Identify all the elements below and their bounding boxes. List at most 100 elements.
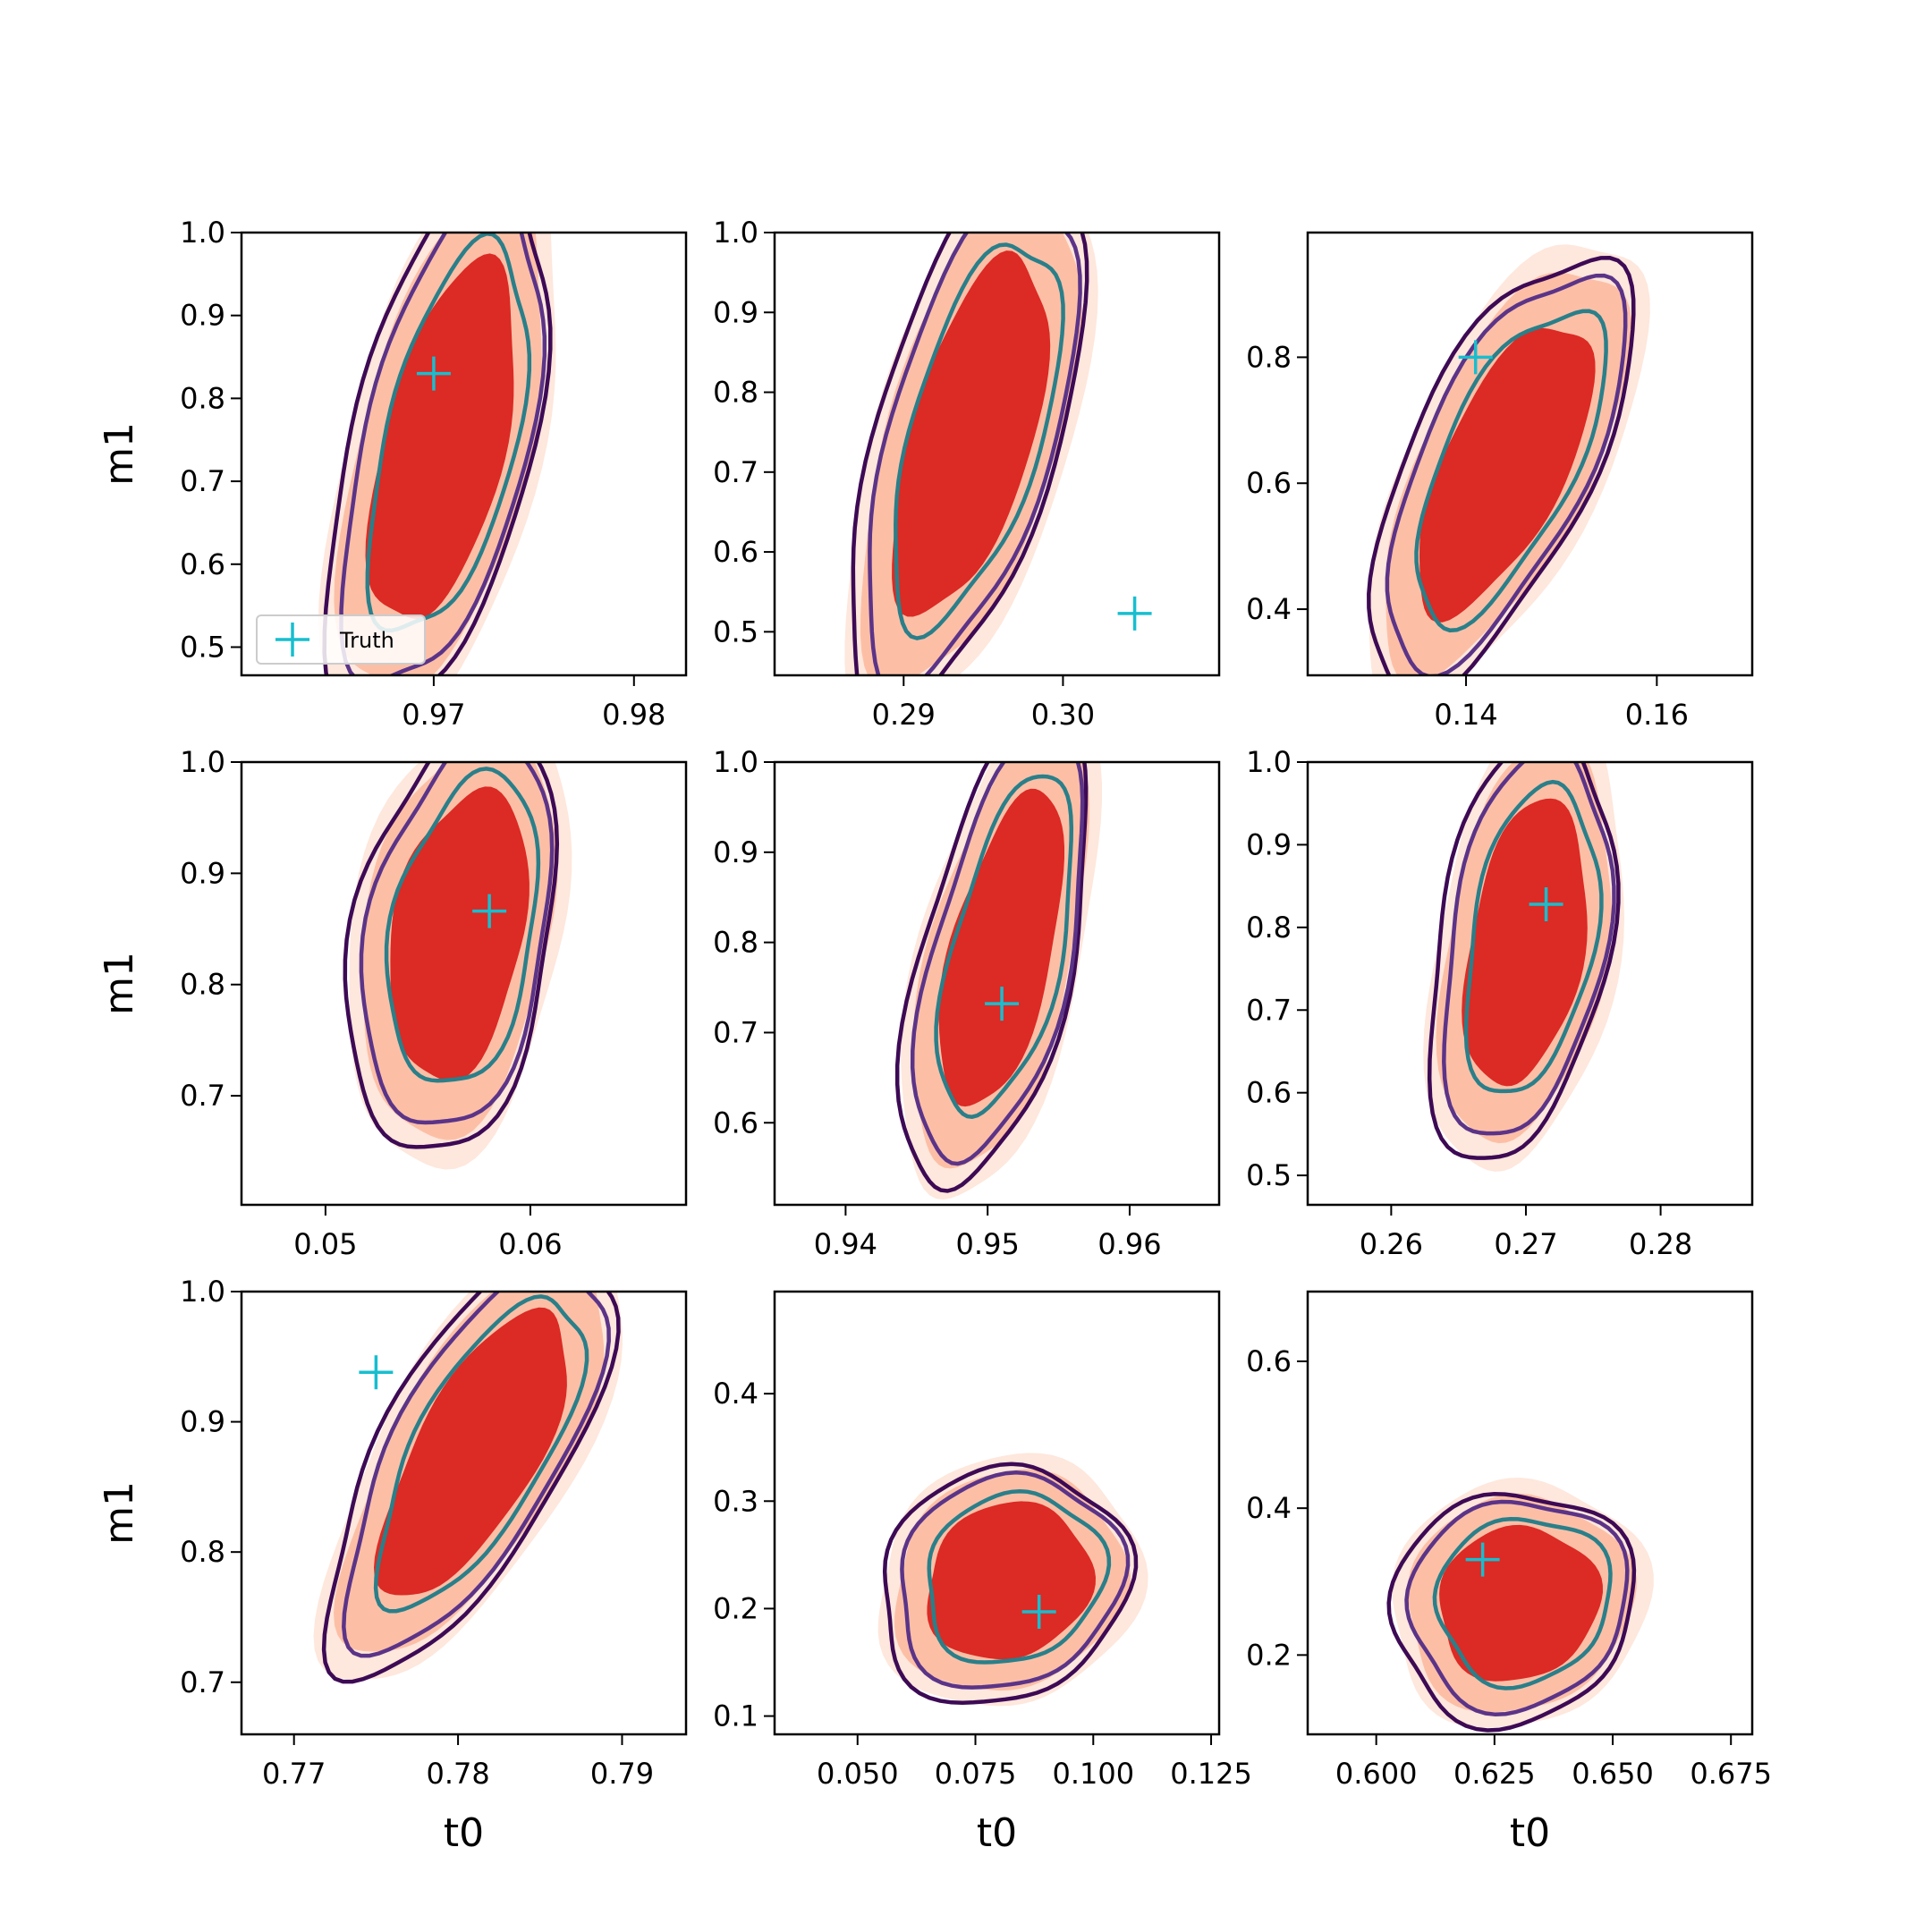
contour-outer [1367, 256, 1636, 675]
density-fill-inner [927, 1501, 1096, 1660]
contour-inner [894, 242, 1065, 640]
contour-outer [322, 233, 553, 675]
y-tick-label: 0.9 [180, 299, 225, 333]
axes-frame [773, 231, 1221, 677]
axes-frame [240, 231, 688, 677]
contour-inner [365, 233, 532, 633]
y-tick-label: 0.4 [1246, 592, 1292, 626]
plot-area [1386, 1478, 1654, 1733]
plot-area [1367, 244, 1650, 675]
plot-area [877, 1453, 1148, 1707]
contour-inner [373, 1294, 589, 1614]
y-tick-label: 0.2 [1246, 1638, 1292, 1672]
plot-area [343, 762, 572, 1170]
y-tick-label: 0.6 [713, 1106, 758, 1140]
legend: Truth [256, 614, 426, 665]
y-tick-label: 0.8 [713, 376, 758, 410]
contour-inner [927, 1488, 1112, 1665]
x-tick-label: 0.100 [1052, 1757, 1134, 1791]
panel-7: 0.77 0.78 0.79 0.7 0.8 0.9 1.0 m1 t0 [97, 1275, 688, 1856]
x-tick-label: 0.16 [1625, 698, 1689, 732]
y-tick-label: 0.4 [1246, 1491, 1292, 1525]
x-tick-label: 0.78 [426, 1757, 489, 1791]
x-tick-label: 0.96 [1097, 1227, 1161, 1261]
y-tick-label: 0.5 [713, 614, 758, 648]
panel-8: 0.050 0.075 0.100 0.125 0.1 0.2 0.3 0.4 t0 [713, 1290, 1252, 1856]
y-tick-label: 0.8 [180, 1535, 225, 1569]
contour-outer [1386, 1492, 1637, 1733]
x-tick-label: 0.77 [262, 1757, 326, 1791]
contour-inner [1463, 779, 1604, 1094]
y-tick-label: 0.6 [1246, 466, 1292, 500]
y-tick-label: 0.5 [1246, 1158, 1292, 1192]
axes-frame [1306, 760, 1754, 1207]
x-axis-label: t0 [444, 1810, 484, 1856]
panel-5: 0.94 0.95 0.96 0.6 0.7 0.8 0.9 1.0 [713, 745, 1221, 1261]
y-tick-label: 0.8 [1246, 911, 1292, 945]
y-tick-label: 0.7 [180, 464, 225, 498]
truth-marker [1458, 340, 1493, 375]
contour-outer [343, 762, 560, 1149]
y-tick-label: 0.7 [180, 1079, 225, 1113]
contour-inner [384, 767, 541, 1083]
y-tick-label: 0.6 [180, 547, 225, 581]
panel-9: 0.600 0.625 0.650 0.675 0.2 0.4 0.6 t0 [1246, 1290, 1772, 1856]
y-tick-label: 0.8 [180, 381, 225, 415]
y-tick-label: 0.9 [180, 1405, 225, 1439]
truth-marker [1021, 1595, 1056, 1630]
y-tick-label: 0.7 [1246, 993, 1292, 1027]
panel-6: 0.26 0.27 0.28 0.5 0.6 0.7 0.8 0.9 1.0 [1246, 745, 1754, 1261]
x-tick-label: 0.125 [1170, 1757, 1252, 1791]
density-fill-inner [938, 788, 1064, 1107]
x-tick-label: 0.05 [293, 1227, 357, 1261]
axes-frame [773, 1290, 1221, 1736]
y-tick-label: 0.8 [713, 926, 758, 960]
y-tick-label: 0.7 [713, 1015, 758, 1049]
truth-marker [472, 894, 507, 928]
contour-mid [1404, 1499, 1630, 1717]
y-tick-label: 1.0 [180, 216, 225, 250]
y-tick-label: 0.7 [713, 455, 758, 489]
x-axis-label: t0 [977, 1810, 1017, 1856]
x-axis-label: t0 [1510, 1810, 1550, 1856]
x-tick-label: 0.28 [1629, 1227, 1692, 1261]
axes-frame [240, 760, 688, 1207]
legend-plus-icon [275, 623, 309, 657]
density-fill-inner [390, 786, 530, 1081]
contour-outer [894, 762, 1089, 1193]
truth-marker [359, 1355, 394, 1390]
y-tick-label: 0.4 [713, 1377, 758, 1411]
y-tick-label: 0.7 [180, 1665, 225, 1699]
contour-mid [339, 233, 547, 675]
panel-2: 0.29 0.30 0.5 0.6 0.7 0.8 0.9 1.0 [713, 216, 1221, 732]
y-tick-label: 1.0 [180, 1275, 225, 1309]
x-tick-label: 0.95 [956, 1227, 1020, 1261]
axes-frame [240, 1290, 688, 1736]
density-fill-inner [892, 250, 1051, 617]
contour-mid [1385, 273, 1628, 675]
plot-area [1423, 762, 1624, 1172]
legend-label: Truth [339, 628, 394, 653]
y-axis-label: m1 [97, 952, 142, 1015]
y-tick-label: 1.0 [713, 216, 758, 250]
contour-inner [934, 774, 1074, 1119]
density-fill-inner [1419, 327, 1596, 623]
y-tick-label: 0.2 [713, 1591, 758, 1625]
x-tick-label: 0.14 [1434, 698, 1497, 732]
axes-frame [1306, 231, 1754, 677]
panel-3: 0.14 0.16 0.4 0.6 0.8 [1246, 231, 1754, 732]
contour-mid [910, 762, 1085, 1166]
contour-mid [868, 233, 1082, 675]
y-tick-label: 1.0 [713, 745, 758, 779]
contour-inner [1414, 309, 1608, 633]
x-tick-label: 0.675 [1690, 1757, 1772, 1791]
axes-frame [1306, 1290, 1754, 1736]
x-tick-label: 0.98 [602, 698, 665, 732]
panel-1: 0.97 0.98 0.5 0.6 0.7 0.8 0.9 1.0 m1 Truth [97, 216, 688, 732]
y-tick-label: 0.5 [180, 630, 225, 664]
y-axis-label: m1 [97, 422, 142, 486]
y-tick-label: 1.0 [1246, 745, 1292, 779]
panel-4: 0.05 0.06 0.7 0.8 0.9 1.0 m1 [97, 745, 688, 1261]
y-tick-label: 0.1 [713, 1699, 758, 1733]
x-tick-label: 0.79 [590, 1757, 654, 1791]
